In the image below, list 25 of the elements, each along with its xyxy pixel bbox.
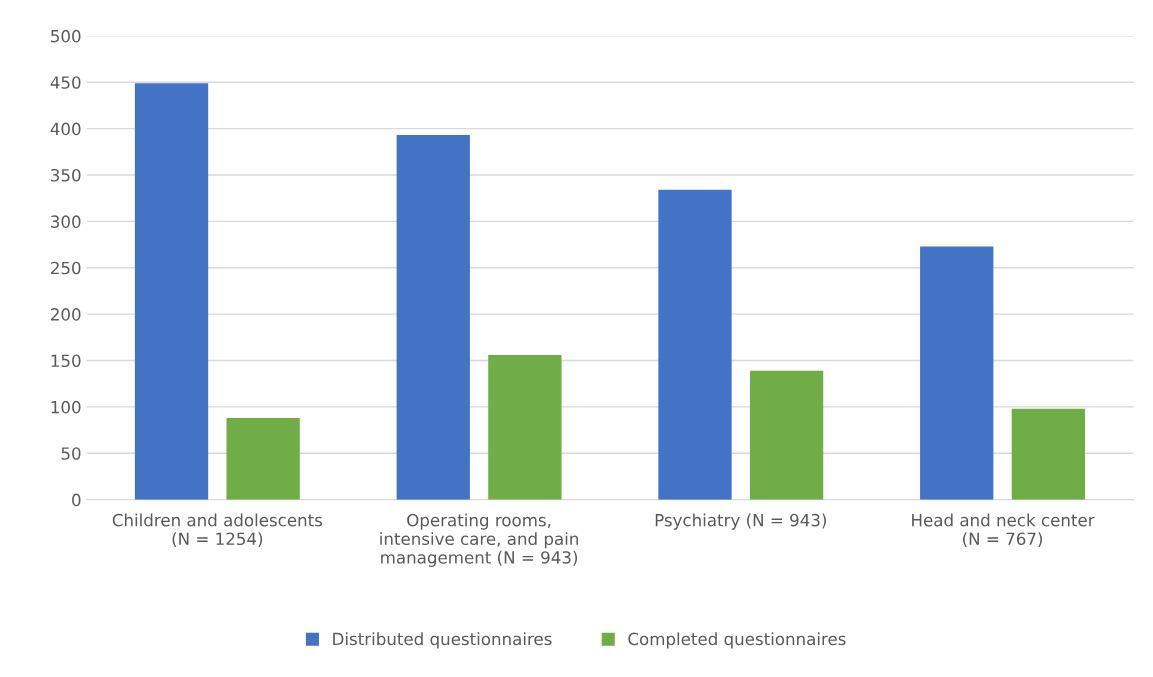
y-tick-label: 500 [51,29,81,43]
y-tick-label: 400 [50,122,81,136]
y-tick-label: 450 [50,76,81,89]
y-tick-label: 350 [51,168,81,182]
bar [226,418,300,500]
y-tick-label: 0 [72,493,81,507]
bar [396,135,470,500]
bar [920,246,994,500]
y-tick-label: 50 [61,447,81,460]
bar [488,354,562,500]
x-tick-label: Psychiatry (N = 943) [655,513,826,530]
x-tick-label: Children and adolescents (N = 1254) [112,513,323,548]
bar [658,189,732,500]
bar [134,83,209,500]
bar [1011,408,1085,500]
x-tick-label: Operating rooms, intensive care, and pain management (N = 943) [380,513,578,567]
y-tick-label: 300 [51,215,81,228]
bar [749,370,824,500]
y-tick-label: 200 [51,308,81,321]
y-tick-label: 100 [51,400,81,414]
legend-label: Completed questionnaires [628,632,846,649]
legend-label: Distributed questionnaires [333,632,552,649]
y-tick-label: 250 [51,261,81,275]
y-tick-label: 150 [51,354,81,368]
x-tick-label: Head and neck center (N = 767) [912,513,1095,548]
